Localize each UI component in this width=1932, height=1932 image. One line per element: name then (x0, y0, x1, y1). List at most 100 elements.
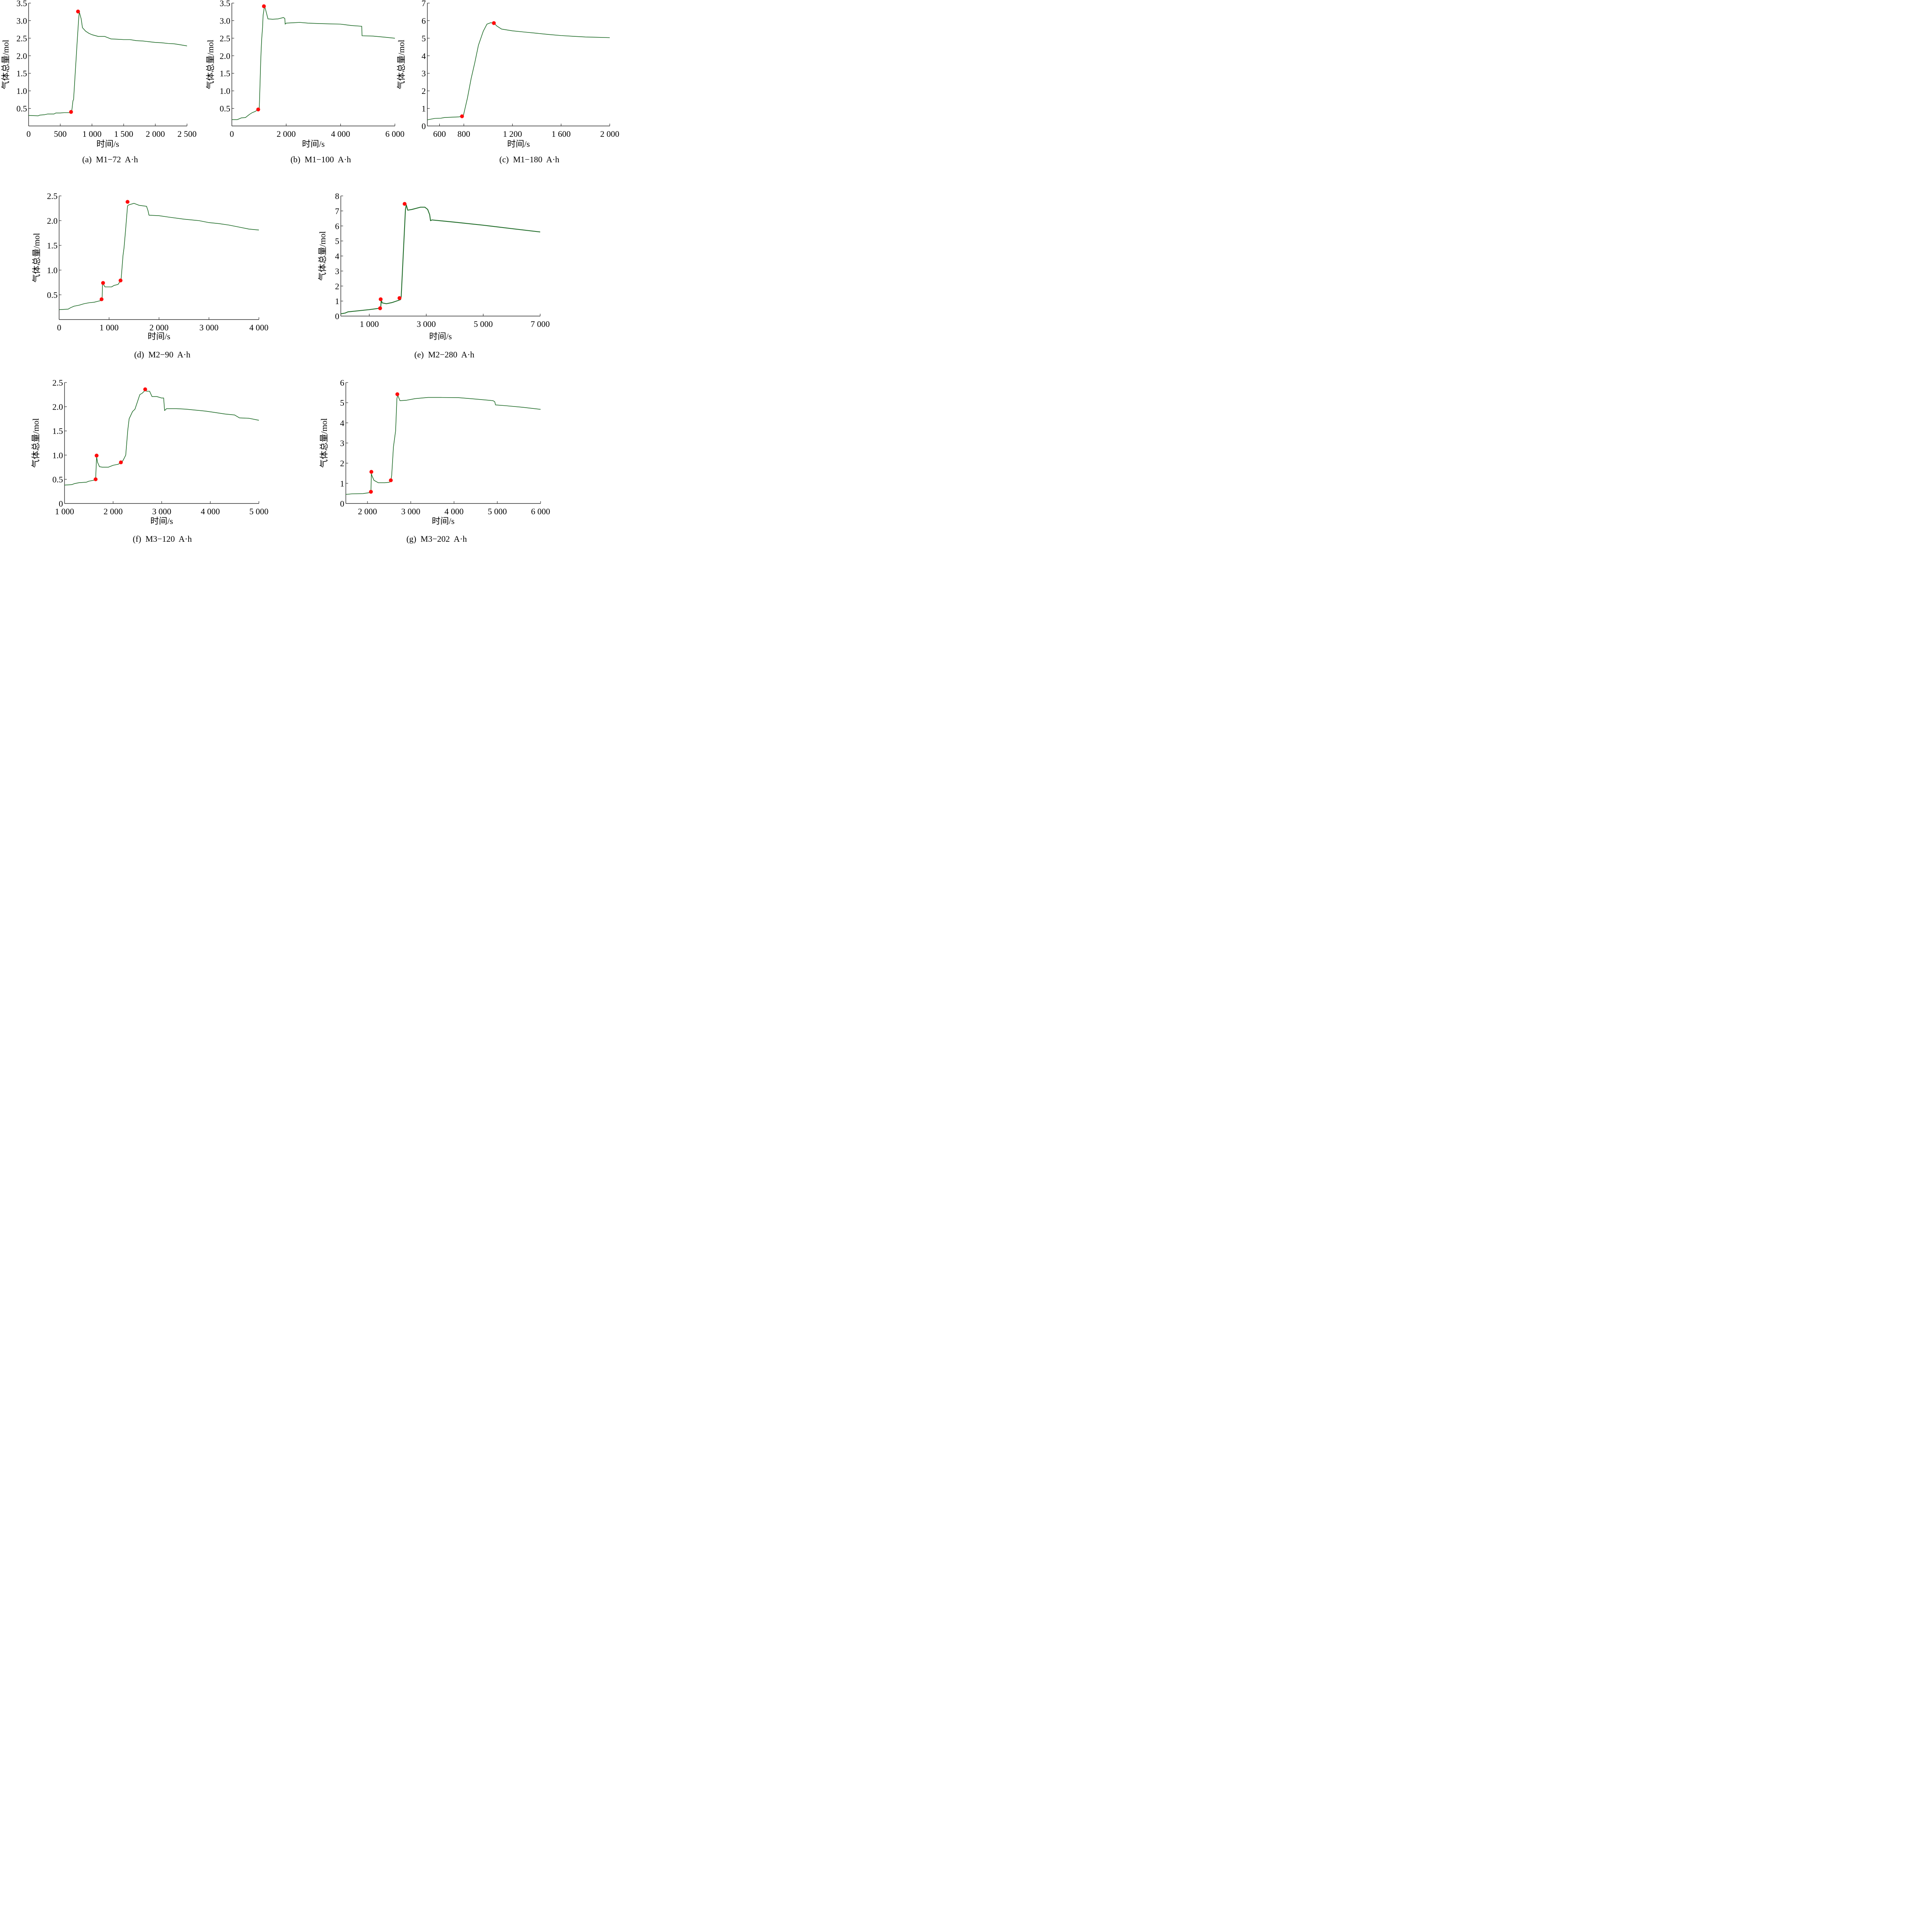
chart-f-x-tick-label: 5 000 (249, 507, 269, 516)
chart-g-y-tick-label: 0 (340, 499, 344, 509)
chart-g-event-marker (389, 478, 393, 483)
chart-c-y-tick-label: 7 (422, 0, 426, 8)
chart-e-x-tick-label: 3 000 (417, 319, 436, 329)
chart-a-event-marker (76, 9, 80, 14)
chart-c-x-tick-label: 600 (433, 129, 446, 139)
chart-a-x-tick-label: 1 000 (82, 129, 102, 139)
chart-c: 600 800 1 200 1 600 2 000 0 1 2 3 4 5 6 7 时间/s 气体总量/mo… (396, 0, 619, 149)
chart-f-x-axis-label: 时间/s (150, 516, 173, 526)
chart-b-x-tick-label: 6 000 (385, 129, 405, 139)
chart-d-y-tick-label: 1.0 (47, 265, 58, 275)
chart-panel-e: 1 000 3 000 5 000 7 000 0 1 2 3 4 5 6 7 8 时间/s 气体总量/mo… (317, 185, 556, 363)
chart-e-series-line (340, 204, 541, 315)
chart-f-x-tick-label: 3 000 (152, 507, 172, 516)
chart-g-x-axis-label: 时间/s (432, 516, 455, 526)
chart-f-series-line (64, 390, 259, 486)
chart-f-y-tick-label: 2.5 (53, 378, 63, 388)
chart-c-x-tick-label: 2 000 (600, 129, 619, 139)
chart-f-event-marker (119, 460, 123, 464)
chart-b-y-tick-label: 3.0 (220, 16, 231, 26)
chart-f-x-tick-label: 1 000 (55, 507, 74, 516)
chart-a-y-tick-label: 2.0 (17, 51, 27, 61)
chart-c-x-tick-label: 1 200 (503, 129, 522, 139)
chart-e-y-tick-label: 2 (335, 281, 339, 291)
chart-a-x-tick-label: 0 (27, 129, 31, 139)
chart-f-y-tick-label: 2.0 (53, 402, 63, 412)
chart-d-x-axis-label: 时间/s (148, 332, 170, 341)
chart-b-y-tick-label: 2.0 (220, 51, 231, 61)
chart-e-x-tick-label: 5 000 (474, 319, 493, 329)
chart-panel-c: 600 800 1 200 1 600 2 000 0 1 2 3 4 5 6 7 时间/s 气体总量/mo… (396, 0, 619, 170)
chart-a-x-axis-label: 时间/s (97, 139, 119, 149)
chart-e: 1 000 3 000 5 000 7 000 0 1 2 3 4 5 6 7 8 时间/s 气体总量/mo… (318, 191, 550, 341)
chart-c-event-marker (460, 114, 464, 119)
chart-c-y-tick-label: 5 (422, 34, 426, 43)
chart-g-y-tick-label: 6 (340, 378, 344, 388)
chart-a-y-axis-label: 气体总量/mol (1, 40, 10, 89)
chart-a-y-tick-label: 3.0 (17, 16, 27, 26)
chart-e-y-tick-label: 3 (335, 266, 339, 276)
chart-a-y-tick-label: 2.5 (17, 34, 27, 43)
chart-d: 0 1 000 2 000 3 000 4 000 0.5 1.0 1.5 2.0 2.5 时间/s… (32, 191, 269, 341)
chart-e-y-tick-label: 6 (335, 221, 339, 231)
chart-g-x-tick-label: 5 000 (488, 507, 507, 516)
chart-d-y-axis-label: 气体总量/mol (32, 233, 41, 282)
chart-d-x-tick-label: 2 000 (150, 323, 169, 332)
chart-d-x-tick-label: 3 000 (199, 323, 219, 332)
chart-e-event-marker (378, 306, 382, 310)
chart-f-y-tick-label: 1.0 (53, 451, 63, 460)
caption-b: (b) M1−100 A·h (290, 155, 351, 164)
chart-d-series-line (59, 203, 259, 310)
chart-f-y-tick-label: 1.5 (53, 426, 63, 436)
chart-b: 0 2 000 4 000 6 000 0.5 1.0 1.5 2.0 2.5 3.0 3.5 时间/… (206, 0, 405, 149)
chart-panel-d: 0 1 000 2 000 3 000 4 000 0.5 1.0 1.5 2.0 2.5 时间/s… (27, 185, 278, 363)
chart-e-y-tick-label: 7 (335, 206, 339, 216)
chart-b-series-line (232, 7, 395, 120)
chart-g-series-line (345, 395, 541, 495)
caption-a: (a) M1−72 A·h (82, 155, 138, 164)
chart-b-event-marker (256, 107, 260, 112)
chart-a-event-marker (69, 110, 73, 114)
chart-e-y-tick-label: 1 (335, 296, 339, 306)
chart-c-y-axis-label: 气体总量/mol (396, 40, 406, 89)
chart-d-x-tick-label: 0 (57, 323, 61, 332)
chart-b-y-tick-label: 2.5 (220, 34, 231, 43)
chart-b-y-tick-label: 1.5 (220, 69, 231, 78)
chart-f-y-tick-label: 0.5 (53, 474, 63, 484)
chart-a-y-tick-label: 3.5 (17, 0, 27, 8)
chart-a-x-tick-label: 2 500 (177, 129, 197, 139)
chart-c-event-marker (492, 21, 496, 25)
chart-f-event-marker (143, 387, 147, 391)
chart-f-y-tick-label: 0 (59, 499, 63, 509)
chart-panel-f: 1 000 2 000 3 000 4 000 5 000 0 0.5 1.0 1.5 2.0 2.… (27, 371, 278, 548)
chart-c-x-axis-label: 时间/s (507, 139, 530, 149)
chart-c-y-tick-label: 3 (422, 69, 426, 78)
chart-f-x-tick-label: 4 000 (201, 507, 220, 516)
chart-b-y-tick-label: 1.0 (220, 86, 231, 96)
chart-g: 2 000 3 000 4 000 5 000 6 000 0 1 2 3 4 5 6 时间/s 气体总量… (319, 378, 550, 526)
chart-g-y-tick-label: 5 (340, 398, 344, 408)
chart-e-y-tick-label: 5 (335, 236, 339, 246)
chart-e-y-tick-label: 4 (335, 252, 339, 261)
chart-e-event-marker (397, 296, 401, 300)
chart-d-y-tick-label: 1.5 (47, 241, 58, 250)
chart-a-series-line (28, 11, 187, 116)
chart-e-event-marker (379, 297, 383, 301)
chart-e-y-axis-label: 气体总量/mol (318, 231, 327, 281)
chart-a: 0 500 1 000 1 500 2 000 2 500 0.5 1.0 1.5 2.0 2.5 3… (1, 0, 197, 149)
chart-g-x-tick-label: 2 000 (358, 507, 377, 516)
chart-d-y-tick-label: 2.5 (47, 191, 58, 201)
chart-b-y-tick-label: 0.5 (220, 104, 231, 114)
chart-d-x-tick-label: 4 000 (249, 323, 269, 332)
chart-c-y-tick-label: 6 (422, 16, 426, 26)
chart-g-event-marker (395, 392, 400, 396)
chart-g-x-tick-label: 4 000 (444, 507, 464, 516)
chart-e-x-tick-label: 7 000 (531, 319, 550, 329)
chart-d-event-marker (118, 278, 122, 282)
chart-b-x-tick-label: 0 (230, 129, 234, 139)
chart-c-y-tick-label: 2 (422, 86, 426, 96)
chart-d-event-marker (126, 200, 130, 204)
chart-g-event-marker (369, 490, 373, 494)
chart-panel-g: 2 000 3 000 4 000 5 000 6 000 0 1 2 3 4 5 6 时间/s 气体总量… (317, 371, 556, 548)
chart-panel-a: 0 500 1 000 1 500 2 000 2 500 0.5 1.0 1.5 2.0 2.5 3… (0, 0, 201, 170)
